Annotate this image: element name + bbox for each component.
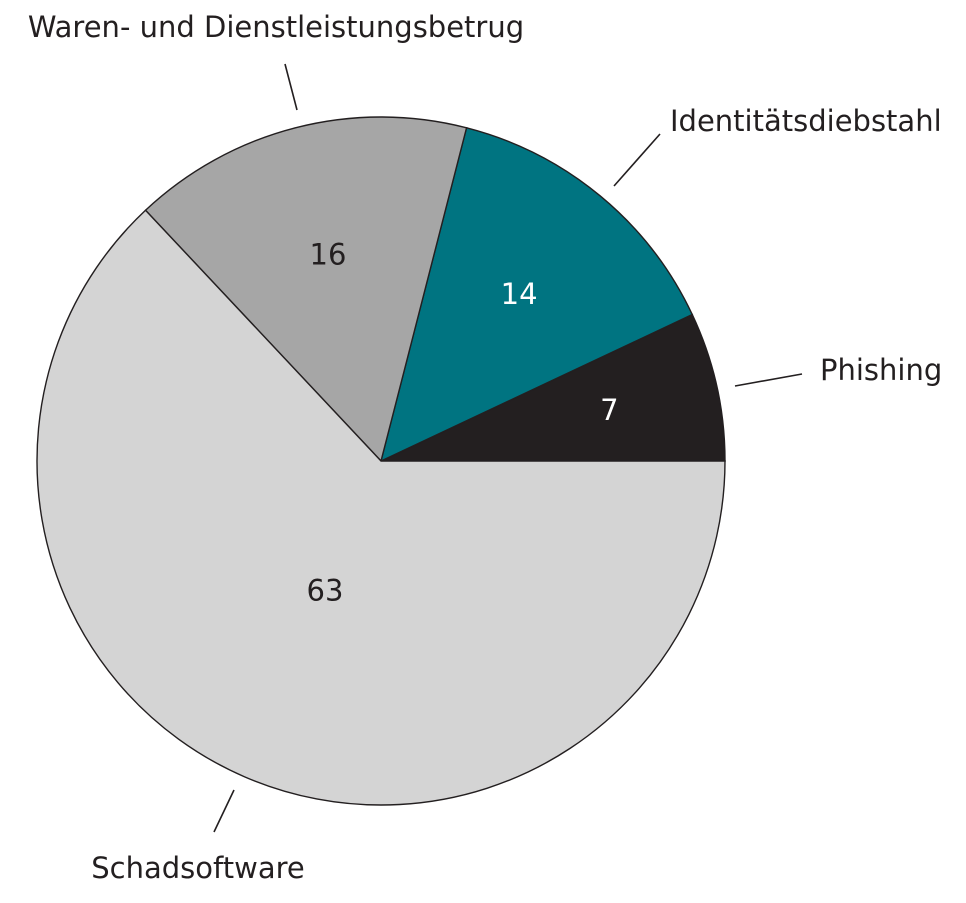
leader-line xyxy=(734,373,803,387)
slice-value-label: 14 xyxy=(501,277,538,311)
leader-line xyxy=(284,63,298,111)
slice-value-label: 16 xyxy=(310,237,347,271)
leader-line xyxy=(213,789,235,833)
slice-category-label: Schadsoftware xyxy=(91,851,304,885)
slice-value-label: 63 xyxy=(307,573,344,607)
slice-value-label: 7 xyxy=(600,393,618,427)
pie-slice-4 xyxy=(36,209,726,806)
slice-value-labels: 7 14 16 63 xyxy=(307,237,619,607)
leader-line xyxy=(613,133,661,187)
pie-slice-3 xyxy=(144,116,468,463)
pie-slice-1 xyxy=(380,313,726,462)
pie-slices xyxy=(36,116,726,806)
leader-lines xyxy=(213,63,803,833)
pie-slice-2 xyxy=(379,126,694,463)
slice-category-labels: Phishing Identitätsdiebstahl Waren- und Di… xyxy=(28,10,942,885)
slice-category-label: Phishing xyxy=(820,353,942,387)
slice-category-label: Waren- und Dienstleistungsbetrug xyxy=(28,10,524,44)
slice-category-label: Identitätsdiebstahl xyxy=(670,104,942,138)
